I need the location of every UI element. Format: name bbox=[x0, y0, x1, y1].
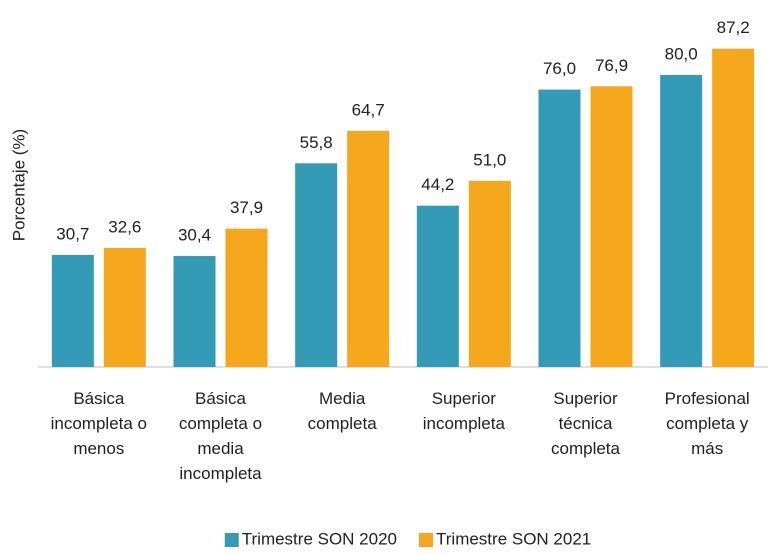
bar bbox=[660, 75, 703, 367]
legend-swatch bbox=[224, 533, 239, 547]
data-label: 80,0 bbox=[665, 44, 698, 63]
data-label: 32,6 bbox=[108, 217, 141, 236]
bar bbox=[103, 248, 146, 367]
x-tick-label: Superior técnica completa bbox=[551, 389, 621, 458]
y-axis-label: Porcentaje (%) bbox=[9, 129, 28, 241]
x-tick-label: Básica completa o media incompleta bbox=[179, 389, 262, 483]
bar bbox=[173, 256, 216, 367]
bar bbox=[295, 163, 338, 367]
bar bbox=[51, 254, 94, 367]
bar bbox=[590, 86, 633, 367]
data-label: 76,0 bbox=[543, 59, 576, 78]
data-label: 30,4 bbox=[178, 226, 211, 245]
bar bbox=[712, 48, 755, 367]
data-label: 37,9 bbox=[230, 198, 263, 217]
bar bbox=[538, 89, 581, 367]
legend-swatch bbox=[419, 533, 433, 547]
bar bbox=[347, 130, 390, 367]
data-label: 87,2 bbox=[717, 18, 750, 37]
bar bbox=[416, 205, 459, 367]
legend-label: Trimestre SON 2021 bbox=[436, 529, 591, 548]
bar bbox=[225, 228, 268, 367]
data-label: 76,9 bbox=[595, 56, 628, 75]
data-label: 51,0 bbox=[473, 150, 506, 169]
data-label: 64,7 bbox=[352, 100, 385, 119]
legend: Trimestre SON 2020 Trimestre SON 2021 bbox=[224, 529, 591, 548]
data-label: 44,2 bbox=[421, 175, 454, 194]
data-label: 55,8 bbox=[300, 133, 333, 152]
x-tick-label: Superior incompleta bbox=[423, 389, 506, 433]
legend-label: Trimestre SON 2020 bbox=[242, 529, 397, 548]
bar bbox=[468, 180, 511, 367]
x-tick-label: Profesional completa y más bbox=[665, 389, 750, 458]
x-tick-label: Media completa bbox=[308, 389, 378, 433]
x-tick-label: Básica incompleta o menos bbox=[51, 389, 147, 458]
data-label: 30,7 bbox=[56, 224, 89, 243]
